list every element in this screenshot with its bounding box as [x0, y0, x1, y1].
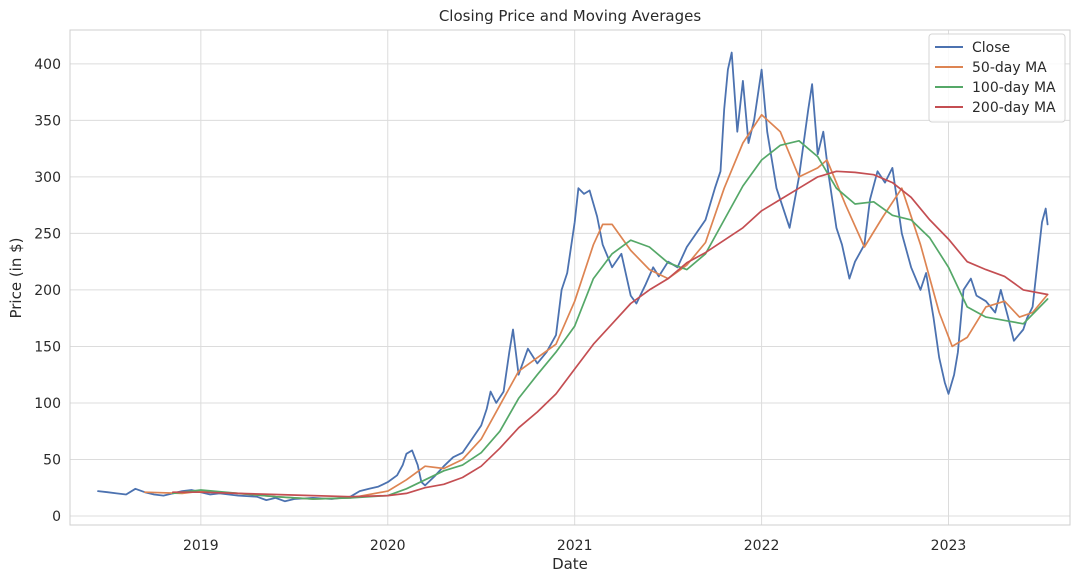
y-axis-tick-labels: 0 50 100 150 200 250 300 350 400 — [34, 57, 61, 525]
chart-title: Closing Price and Moving Averages — [439, 7, 702, 25]
series-line-1 — [143, 113, 1049, 500]
legend-label: 50-day MA — [972, 60, 1047, 76]
legend-box — [928, 33, 1066, 123]
x-tick-label: 2019 — [183, 538, 219, 554]
x-tick-label: 2022 — [744, 538, 780, 554]
series-lines — [97, 51, 1049, 503]
x-tick-label: 2023 — [931, 538, 967, 554]
y-tick-label: 200 — [34, 283, 61, 299]
y-axis-title: Price (in $) — [7, 237, 25, 318]
y-tick-label: 0 — [52, 509, 61, 525]
legend-label: Close — [972, 40, 1010, 56]
series-line-3 — [171, 170, 1049, 498]
y-tick-label: 250 — [34, 226, 61, 242]
x-tick-label: 2020 — [370, 538, 406, 554]
series-line-2 — [171, 139, 1049, 500]
plot-frame — [69, 29, 1071, 526]
legend-label: 200-day MA — [972, 100, 1056, 116]
y-tick-label: 350 — [34, 113, 61, 129]
x-axis-tick-labels: 2019 2020 2021 2022 2023 — [183, 538, 966, 554]
y-tick-label: 150 — [34, 339, 61, 355]
legend: Close 50-day MA 100-day MA 200-day MA — [928, 33, 1066, 123]
y-tick-label: 300 — [34, 170, 61, 186]
y-tick-label: 50 — [43, 452, 61, 468]
x-tick-label: 2021 — [557, 538, 593, 554]
y-tick-label: 400 — [34, 57, 61, 73]
gridlines — [70, 30, 1070, 525]
legend-label: 100-day MA — [972, 80, 1056, 96]
y-tick-label: 100 — [34, 396, 61, 412]
x-axis-title: Date — [552, 555, 588, 573]
